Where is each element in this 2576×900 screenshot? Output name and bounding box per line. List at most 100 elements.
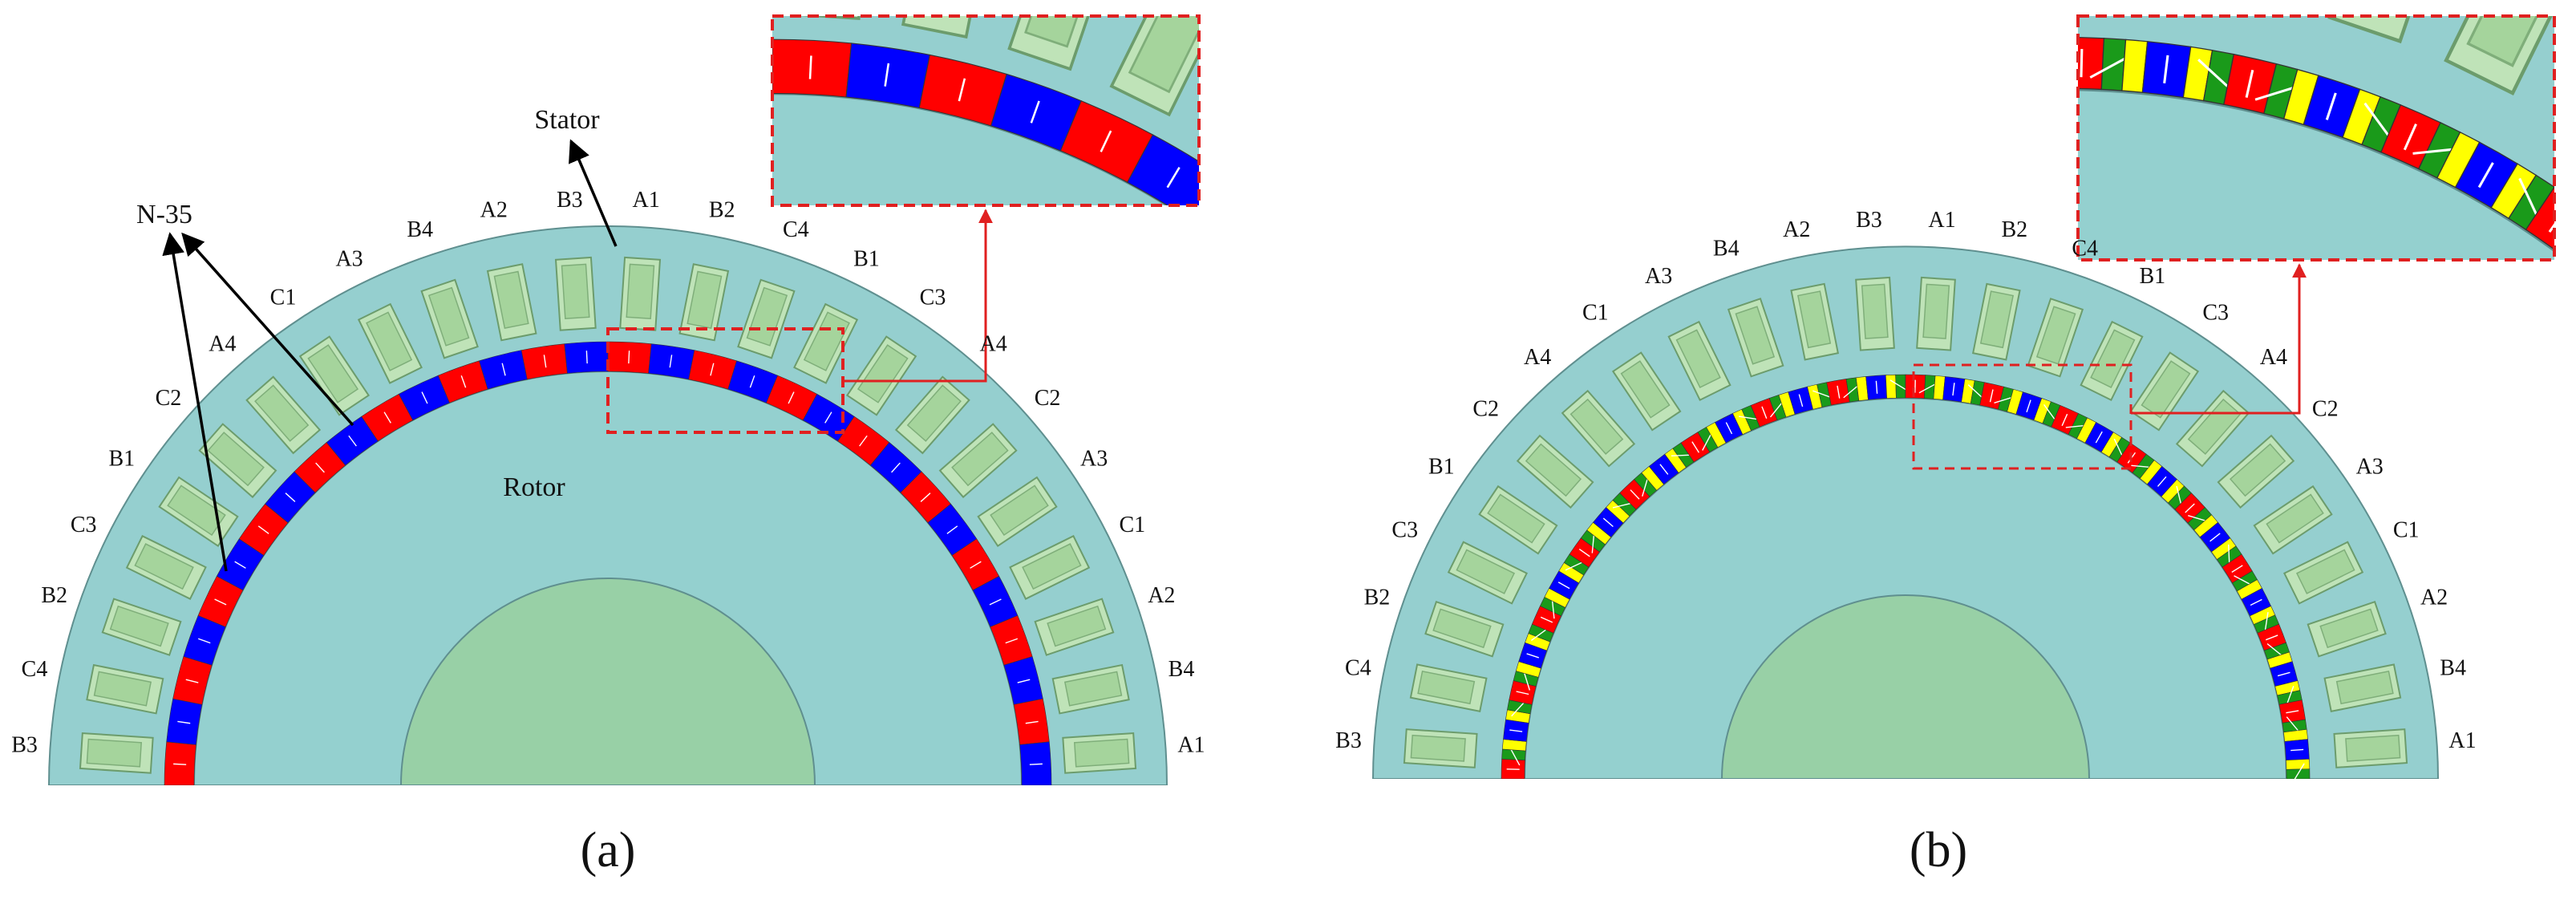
slot-label: C2 (156, 386, 182, 411)
slot-coil (493, 270, 529, 330)
connector (2131, 263, 2307, 415)
slot-label: A4 (2260, 345, 2287, 370)
magnet-arrow (1761, 406, 1768, 420)
magnet-arrow (257, 525, 269, 534)
slot-label: C4 (22, 657, 48, 682)
slot-label: C3 (2202, 301, 2229, 326)
magnet-arrow (2157, 476, 2167, 487)
magnet-arrow (1509, 729, 1523, 732)
slot-label: A4 (1524, 345, 1551, 370)
magnet-arrow (234, 561, 246, 569)
magnet (607, 341, 652, 374)
slot-label: C4 (2072, 236, 2098, 261)
magnet-arrow (2286, 710, 2299, 714)
slot-coil (2266, 493, 2324, 544)
slot-label: B3 (1856, 208, 1882, 233)
slot-coil (1456, 549, 1516, 594)
magnet-arrow (2209, 533, 2221, 542)
magnet (166, 698, 203, 745)
connector (843, 209, 993, 383)
slot-label: B3 (1335, 728, 1362, 753)
inset-b (2078, 16, 2554, 260)
slot-coil (2295, 549, 2355, 594)
slot-label: A2 (480, 197, 508, 222)
magnet-arrow (2231, 565, 2243, 573)
magnet-arrow (1875, 380, 1878, 394)
slot-label: B4 (407, 217, 433, 242)
slot-label: A1 (633, 188, 660, 213)
slot-coil (1432, 608, 1492, 649)
slot-coil (1487, 493, 1545, 544)
magnet-arrow (315, 462, 325, 473)
magnet-label: N-35 (136, 200, 192, 229)
magnet-arrow (285, 493, 296, 502)
slot-label: B4 (2440, 656, 2466, 681)
slot-coil (1979, 290, 2014, 349)
magnet-arrow (2290, 748, 2304, 752)
magnet-arrow (1602, 517, 1614, 528)
slot-coil (2319, 608, 2379, 649)
slot-coil (134, 543, 194, 590)
slot-coil (1861, 283, 1889, 339)
magnet-arrow (2294, 763, 2305, 779)
slot-coil (1047, 605, 1107, 647)
stator-label: Stator (534, 105, 600, 135)
slot-label: C3 (920, 285, 946, 310)
arrow (569, 139, 618, 247)
magnet-arrow (2250, 598, 2262, 606)
slot-coil (2345, 734, 2401, 762)
magnet-arrow (348, 435, 357, 447)
slot-label: A3 (2356, 455, 2384, 480)
slot-labels: B3 C4 B2 C3 B1 C2 A4 C1 A3 B4 A2 B3 A1 B2 C4 B1 C3 A4 C2 A3… (11, 188, 2476, 758)
slot-label: A1 (2448, 728, 2476, 753)
magnet-arrow (2277, 671, 2290, 677)
magnet-arrow (1691, 441, 1699, 453)
slot-label: B2 (41, 583, 67, 608)
magnet-arrow (1516, 691, 1529, 695)
magnet-arrow (891, 462, 901, 473)
slot-coil (254, 384, 310, 442)
slot-coil (307, 344, 359, 403)
slot-label: B2 (1364, 586, 1391, 610)
slot-coil (687, 270, 723, 330)
slot-coil (626, 263, 655, 320)
inset-frame (771, 14, 1201, 207)
slot-label: A3 (1645, 264, 1672, 289)
slot-coil (1417, 671, 1476, 705)
slot-label: C1 (270, 285, 297, 310)
magnet-arrow (710, 363, 715, 376)
slot-coil (1735, 306, 1776, 365)
magnet-arrow (749, 375, 755, 388)
magnet-arrow (1952, 383, 1955, 396)
slot-coil (906, 384, 962, 442)
slot-coil (2035, 306, 2076, 365)
slot-coil (1525, 443, 1582, 497)
magnet (164, 741, 196, 785)
magnet-arrow (1526, 653, 1540, 659)
rotor-label: Rotor (503, 472, 565, 502)
magnet-arrow (859, 435, 868, 447)
slot-coil (1922, 283, 1950, 339)
magnet-arrow (1578, 548, 1590, 557)
slot-coil (951, 432, 1009, 487)
magnet-arrow (214, 598, 227, 606)
magnet-arrow (1798, 394, 1804, 407)
slot-coil (1063, 671, 1123, 707)
slot-label: B1 (1428, 455, 1455, 480)
slot-coil (93, 671, 152, 707)
slot-label: A1 (1928, 208, 1955, 233)
magnet-arrow (669, 355, 673, 368)
magnet-arrow (197, 638, 211, 644)
magnet-arrow (1540, 616, 1553, 623)
slot-label: A4 (980, 331, 1007, 356)
magnet-arrow (1017, 679, 1031, 683)
magnet-arrow (2185, 503, 2195, 513)
motor-a (47, 225, 1169, 785)
slot-label: C4 (783, 217, 809, 242)
slot-label: C2 (1035, 386, 1061, 411)
arrow (162, 232, 228, 572)
magnet-arrow (585, 351, 588, 364)
slot-label: B3 (557, 188, 583, 213)
slot-label: B4 (1713, 236, 1740, 261)
slot-coil (1675, 329, 1721, 389)
